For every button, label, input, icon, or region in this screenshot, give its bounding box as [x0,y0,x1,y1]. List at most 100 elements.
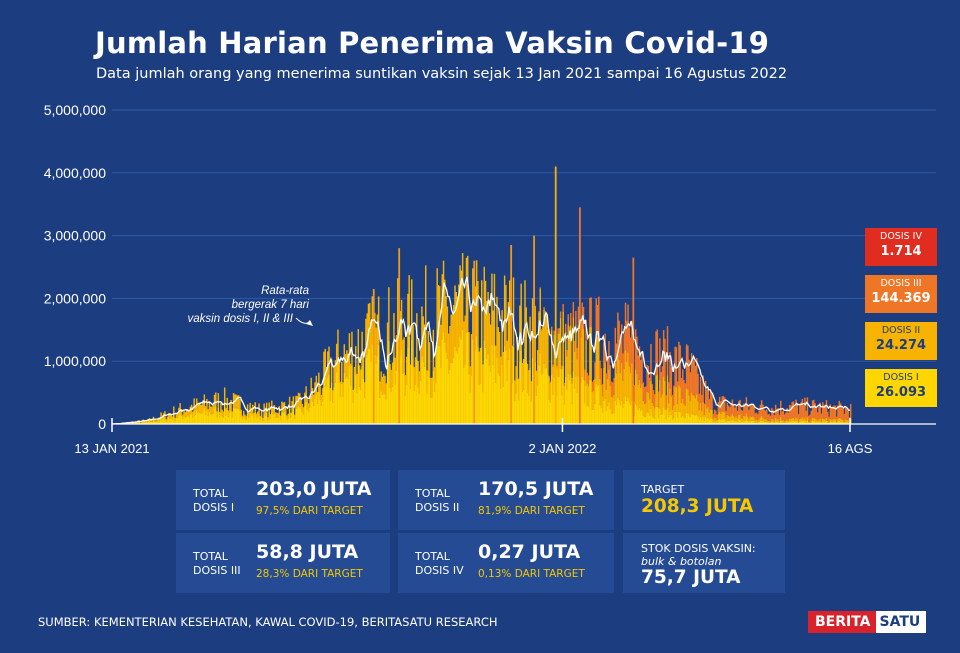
bar-segment-dosis-i [769,422,772,424]
bar-segment-dosis-i [211,414,213,424]
bar-segment-dosis-iii [540,329,543,331]
daily-bar [328,346,330,424]
bar-segment-dosis-i [562,365,564,424]
daily-bar [418,371,421,424]
bar-segment-dosis-i [456,353,459,424]
bar-segment-dosis-iii [790,405,792,419]
daily-bar [725,410,727,424]
bar-segment-dosis-ii [796,418,799,422]
bar-segment-dosis-i [189,414,192,424]
daily-bar [577,306,580,424]
y-tick-label: 3,000,000 [44,228,106,244]
daily-bar [505,284,507,424]
daily-bar [184,412,186,424]
bar-segment-dosis-ii [606,378,609,406]
bar-segment-dosis-ii [841,419,843,422]
bar-segment-dosis-i [202,411,204,424]
bar-segment-dosis-i [595,383,597,424]
bar-segment-dosis-i [521,391,524,424]
bar-segment-dosis-ii [400,299,403,351]
daily-bar [645,386,647,424]
bar-segment-dosis-ii [268,402,270,413]
bar-segment-dosis-i [796,421,799,424]
bar-segment-dosis-ii [535,370,538,396]
bar-segment-dosis-i [292,408,295,424]
daily-bar [321,388,324,424]
bar-segment-dosis-ii [269,414,272,419]
bar-segment-dosis-i [221,416,223,424]
bar-segment-dosis-iii [739,399,741,415]
bar-segment-dosis-i [515,393,517,424]
bar-segment-dosis-ii [517,378,520,401]
bar-segment-dosis-ii [680,402,683,418]
daily-bar [539,287,541,424]
daily-bar [208,401,211,424]
daily-bar [442,260,445,424]
bar-segment-dosis-i [461,329,464,424]
moving-average-annotation: Rata-rata bergerak 7 hari vaksin dosis I… [188,285,313,326]
bar-segment-dosis-i [586,405,589,424]
daily-bar [832,406,834,424]
bar-segment-dosis-i [701,419,703,424]
bar-segment-dosis-i [145,421,147,424]
bar-segment-dosis-iii [777,408,779,420]
daily-bar [439,286,441,424]
bar-segment-dosis-i [800,421,802,424]
bar-segment-dosis-i [393,357,395,424]
daily-bar [286,415,288,424]
daily-bar [344,354,347,424]
bar-segment-dosis-ii [842,419,844,422]
daily-bar [688,359,690,424]
bar-segment-dosis-i [180,415,183,424]
daily-bar [567,314,569,424]
daily-bar [564,323,567,424]
bar-segment-dosis-ii [201,404,203,414]
bar-segment-dosis-ii [531,298,534,358]
bar-segment-dosis-iii [711,393,713,410]
bar-segment-dosis-ii [506,340,508,381]
bar-segment-dosis-ii [209,406,212,415]
bar-segment-dosis-iii [740,409,743,419]
bar-segment-dosis-i [721,418,723,424]
bar-segment-dosis-ii [847,420,849,423]
bar-segment-dosis-i [143,421,146,424]
bar-segment-dosis-i [408,336,410,424]
bar-segment-dosis-iii [638,346,641,380]
daily-bar [349,363,352,424]
bar-segment-dosis-i [697,416,699,424]
bar-segment-dosis-ii [329,388,332,401]
bar-segment-dosis-i [465,333,468,424]
bar-segment-dosis-i [330,382,333,424]
bar-segment-dosis-i [506,380,508,424]
bar-segment-dosis-i [702,416,704,424]
bar-segment-dosis-iii [608,341,610,370]
bar-segment-dosis-i [847,422,849,424]
daily-bar [346,350,348,424]
bar-segment-dosis-ii [703,414,706,421]
daily-bar [155,420,157,424]
daily-bar [520,283,522,424]
bar-segment-dosis-ii [622,380,624,408]
bar-segment-dosis-i [164,416,166,424]
bar-segment-dosis-i [688,414,690,424]
bar-segment-dosis-ii [241,415,244,420]
daily-bar [682,369,684,424]
bar-segment-dosis-ii [587,386,590,407]
bar-segment-dosis-iii [647,366,650,393]
bar-segment-dosis-ii [265,402,268,413]
bar-segment-dosis-i [594,403,596,424]
daily-bar [642,382,645,424]
bar-segment-dosis-i [581,376,583,424]
bar-segment-dosis-iii [832,406,834,420]
bar-segment-dosis-i [250,415,253,424]
bar-segment-dosis-ii [427,331,430,371]
bar-segment-dosis-ii [702,402,704,417]
bar-segment-dosis-iii [685,344,688,389]
daily-bar [822,402,824,424]
daily-bar [220,403,222,424]
daily-bar [676,381,679,424]
bar-segment-dosis-ii [763,419,765,422]
bar-segment-dosis-i [746,420,749,424]
bar-segment-dosis-i [806,420,809,424]
daily-bar [829,404,832,424]
